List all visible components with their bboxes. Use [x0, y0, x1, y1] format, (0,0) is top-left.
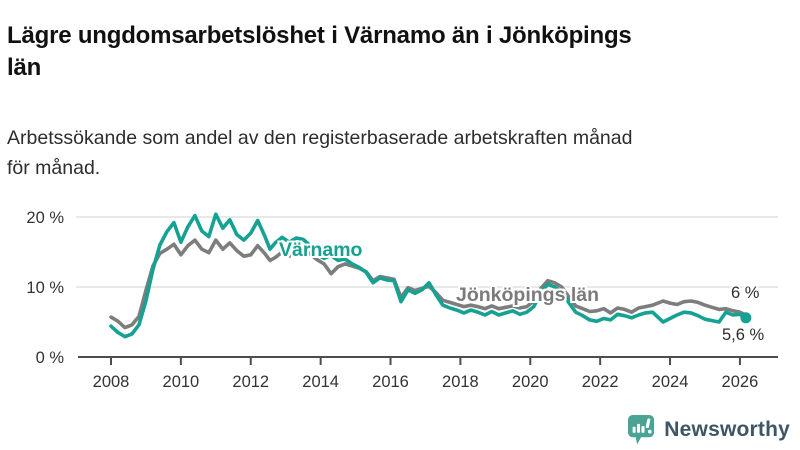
chart-title-line-1: Lägre ungdomsarbetslöshet i Värnamo än i…: [7, 22, 632, 50]
x-tick-label: 2026: [722, 373, 759, 391]
x-tick-label: 2010: [163, 373, 200, 391]
x-tick-label: 2016: [372, 373, 409, 391]
end-value-jonkopings-lan: 6 %: [731, 284, 760, 302]
end-value-varnamo: 5,6 %: [722, 326, 765, 344]
x-tick-label: 2022: [582, 373, 619, 391]
series-end-dot: [740, 312, 752, 324]
chart-subtitle-line-1: Arbetssökande som andel av den registerb…: [7, 126, 633, 149]
y-tick-label: 20 %: [26, 209, 64, 227]
x-tick-label: 2018: [442, 373, 479, 391]
series-label-varnamo: Värnamo: [279, 239, 363, 261]
chart-subtitle: Arbetssökande som andel av den registerb…: [7, 123, 792, 183]
chart-title-line-2: län: [7, 53, 42, 81]
x-tick-label: 2020: [512, 373, 549, 391]
newsworthy-icon: [628, 415, 655, 445]
chart-title: Lägre ungdomsarbetslöshet i Värnamo än i…: [7, 20, 782, 84]
x-tick-label: 2014: [302, 373, 339, 391]
x-tick-label: 2024: [652, 373, 689, 391]
series-label-jonkopings-lan: Jönköpings län: [456, 284, 600, 306]
x-tick-label: 2012: [232, 373, 269, 391]
newsworthy-logo: Newsworthy: [627, 414, 790, 445]
chart-subtitle-line-2: för månad.: [7, 156, 101, 179]
x-tick-label: 2008: [93, 373, 130, 391]
y-tick-label: 0 %: [36, 349, 65, 367]
newsworthy-brand-text: Newsworthy: [664, 417, 790, 441]
line-series-v-rnamo: [109, 212, 748, 339]
y-tick-label: 10 %: [26, 279, 64, 297]
